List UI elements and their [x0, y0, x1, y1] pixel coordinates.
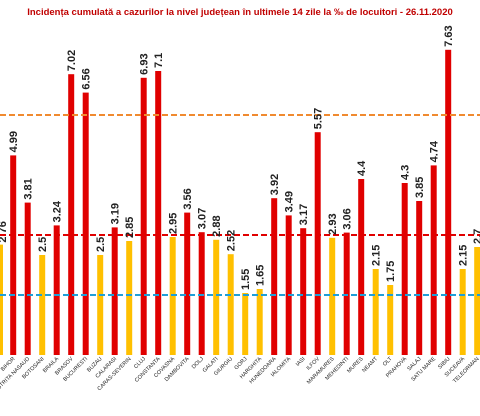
bar-suceava	[459, 269, 466, 355]
bar-giurgiu	[227, 254, 234, 355]
bar-value-label: 2.5	[37, 237, 49, 252]
bar-iasi	[300, 228, 307, 355]
bar-dambovita	[184, 212, 191, 355]
bar-value-label: 2.85	[124, 217, 136, 238]
bar-teleorman	[474, 247, 480, 355]
bar-braila	[53, 225, 60, 355]
bar-mehedinti	[343, 232, 350, 355]
bar-harghita	[256, 289, 263, 355]
bar-satu-mare	[430, 165, 437, 355]
bar-value-label: 3.56	[182, 188, 194, 209]
bar-value-label: 2.95	[168, 213, 180, 234]
bar-value-label: 2.5	[95, 237, 107, 252]
bar-value-label: 7.1	[153, 53, 165, 68]
bar-galati	[213, 239, 220, 355]
chart-title: Incidența cumulată a cazurilor la nivel …	[27, 7, 453, 18]
bar-brasov	[68, 74, 75, 355]
bar-value-label-partial: 2.76	[0, 221, 9, 242]
bar-value-label: 3.17	[298, 204, 310, 225]
bar-value-label: 4.74	[429, 140, 441, 162]
bar-value-label: 2.52	[226, 230, 238, 251]
bar-value-label: 3.81	[23, 178, 35, 199]
bar-buzau	[97, 255, 104, 355]
bar-value-label: 6.93	[139, 53, 151, 74]
bar-value-label: 2.93	[327, 213, 339, 234]
category-tick-label: NEAMT	[361, 356, 379, 374]
bar-bistrita-nasaud	[24, 202, 31, 355]
bar-ialomita	[285, 215, 292, 355]
bar-value-label: 4.99	[8, 131, 20, 152]
bar-value-label: 3.19	[110, 203, 122, 224]
bar-value-label: 2.15	[458, 245, 470, 266]
bar-ilfov	[314, 132, 321, 355]
bar-salaj	[416, 201, 423, 355]
bar-partial	[0, 244, 3, 355]
bar-value-label: 3.06	[342, 208, 354, 229]
bar-value-label: 4.4	[356, 160, 368, 176]
bar-value-label: 1.55	[240, 269, 252, 290]
bar-value-label: 3.24	[52, 200, 64, 222]
bar-value-label: 1.65	[255, 265, 267, 286]
bar-value-label: 2.7	[472, 229, 480, 244]
bar-bucuresti	[82, 92, 89, 355]
bar-caras-severin	[126, 241, 133, 355]
bar-sibiu	[445, 49, 452, 356]
bar-value-label: 3.85	[414, 177, 426, 198]
bar-value-label: 2.15	[371, 245, 383, 266]
bar-dolj	[198, 232, 205, 355]
bar-value-label: 7.63	[443, 25, 455, 46]
bar-constanta	[155, 71, 162, 355]
bar-value-label: 5.57	[313, 108, 325, 129]
bar-value-label: 6.56	[81, 68, 93, 89]
bar-value-label: 1.75	[385, 261, 397, 282]
category-tick-label: IASI	[295, 356, 307, 368]
bar-cluj	[140, 77, 147, 356]
bar-botosani	[39, 255, 46, 355]
bar-hunedoara	[271, 198, 278, 355]
bar-calarasi	[111, 227, 118, 355]
bar-olt	[387, 285, 394, 355]
bar-value-label: 3.49	[284, 191, 296, 212]
bar-neamt	[372, 269, 379, 355]
category-tick-label: OLT	[382, 356, 394, 368]
bar-prahova	[401, 183, 408, 355]
bar-maramures	[329, 237, 336, 355]
bar-value-label: 7.02	[66, 50, 78, 71]
bar-value-label: 4.3	[400, 165, 412, 180]
bar-value-label: 3.92	[269, 174, 281, 195]
bar-value-label: 3.07	[197, 208, 209, 229]
bar-gorj	[242, 293, 249, 355]
bar-bihor	[10, 155, 17, 355]
bar-value-label: 2.88	[211, 215, 223, 236]
bar-mures	[358, 179, 365, 355]
